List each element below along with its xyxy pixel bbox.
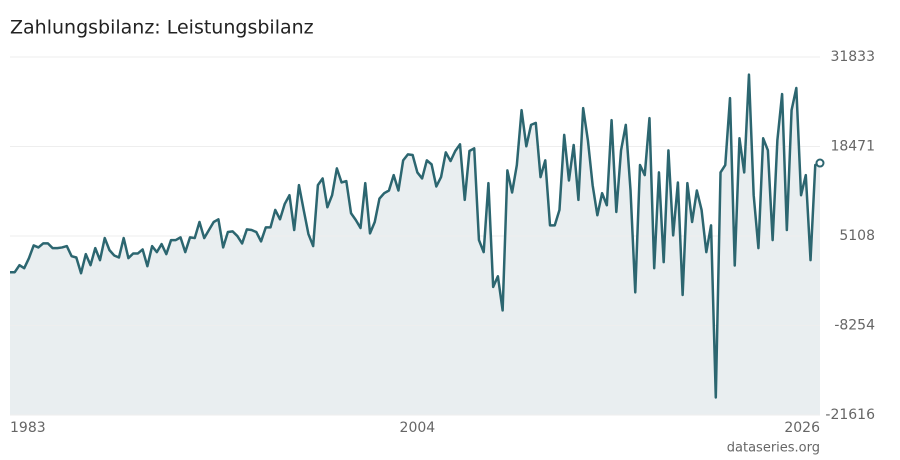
x-tick-label: 2004 — [400, 420, 436, 436]
y-tick-label: -21616 — [825, 407, 875, 423]
line — [10, 73, 821, 399]
y-tick-label: 31833 — [830, 49, 875, 65]
x-tick-label: 1983 — [10, 420, 46, 436]
y-tick-label: -8254 — [834, 318, 875, 334]
y-tick-label: 18471 — [830, 138, 875, 154]
source: dataseries.org — [727, 441, 820, 456]
x-tick-label: 2026 — [784, 420, 820, 436]
chart-title: Zahlungsbilanz: Leistungsbilanz — [10, 17, 314, 39]
y-tick-label: 5108 — [839, 228, 875, 244]
end-point — [815, 158, 825, 168]
area — [10, 74, 820, 415]
